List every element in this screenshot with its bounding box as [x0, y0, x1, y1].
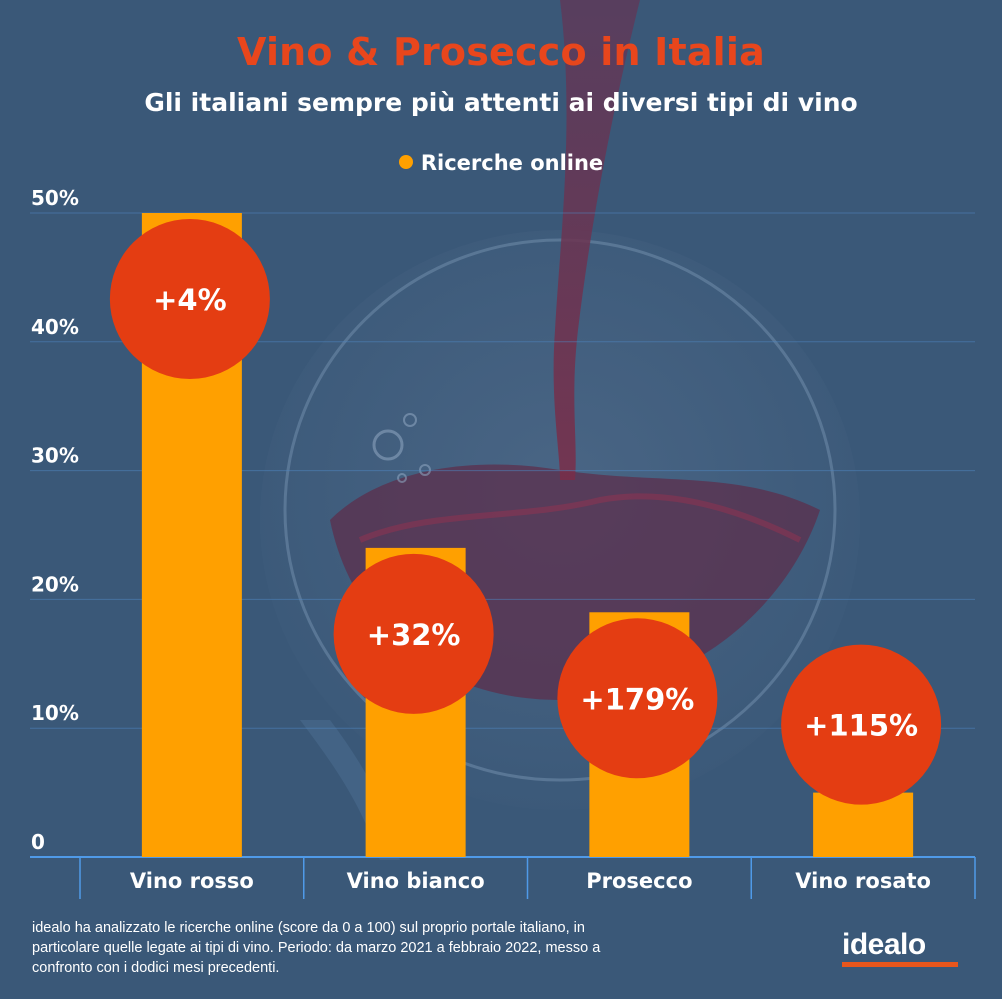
y-tick-label: 40% [31, 315, 79, 339]
idealo-logo: idealo [842, 928, 926, 961]
change-badge [781, 644, 942, 805]
y-tick-label: 50% [31, 186, 79, 210]
change-badge-label: +179% [580, 682, 694, 716]
chart-title: Vino & Prosecco in Italia [237, 30, 765, 74]
y-tick-label: 0 [31, 830, 45, 854]
legend-swatch [398, 155, 413, 169]
change-badge-label: +115% [804, 709, 918, 743]
logo-underline [842, 962, 958, 967]
chart-legend: Ricerche online [0, 151, 1002, 175]
x-category-label: Vino rosato [795, 869, 931, 893]
legend-label: Ricerche online [420, 151, 604, 175]
x-category-label: Prosecco [586, 869, 692, 893]
y-tick-label: 20% [31, 572, 79, 596]
change-badge [333, 553, 494, 714]
footnote: idealo ha analizzato le ricerche online … [32, 920, 601, 976]
change-badge-label: +4% [153, 283, 227, 317]
y-tick-label: 10% [31, 701, 79, 725]
change-badge [109, 219, 270, 379]
y-tick-label: 30% [31, 444, 79, 468]
change-badge [557, 618, 718, 779]
chart-subtitle: Gli italiani sempre più attenti ai diver… [144, 88, 858, 117]
x-category-label: Vino rosso [130, 869, 254, 893]
change-badge-label: +32% [367, 618, 461, 652]
x-category-label: Vino bianco [347, 869, 485, 893]
